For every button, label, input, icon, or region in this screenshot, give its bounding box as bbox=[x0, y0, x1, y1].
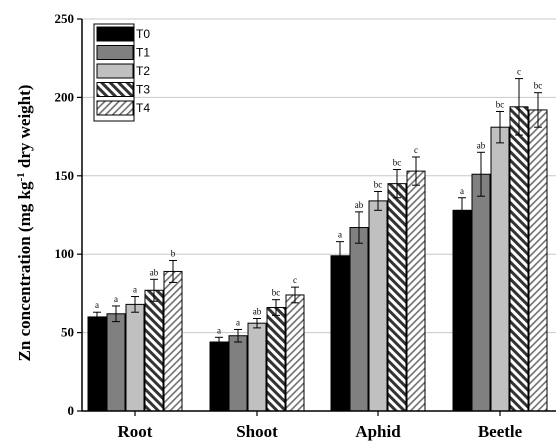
y-tick-label: 100 bbox=[55, 246, 75, 261]
y-tick-label: 0 bbox=[68, 403, 75, 418]
y-tick-label: 200 bbox=[55, 89, 75, 104]
legend-label-t4: T4 bbox=[136, 101, 150, 115]
legend-label-t0: T0 bbox=[136, 27, 150, 41]
x-category-label-aphid: Aphid bbox=[355, 422, 401, 441]
legend-label-t1: T1 bbox=[136, 46, 150, 60]
x-category-label-beetle: Beetle bbox=[478, 422, 523, 441]
bar-root-t0 bbox=[87, 316, 107, 412]
bar-shoot-t1 bbox=[228, 335, 248, 412]
significance-label: a bbox=[95, 300, 99, 310]
significance-label: c bbox=[414, 145, 418, 155]
legend-swatch-t2 bbox=[96, 63, 134, 79]
significance-label: a bbox=[217, 325, 221, 335]
significance-label: a bbox=[460, 186, 464, 196]
bar-shoot-t0 bbox=[209, 341, 229, 412]
bar-shoot-t3 bbox=[266, 307, 286, 412]
legend-label-t3: T3 bbox=[136, 83, 150, 97]
bar-beetle-t0 bbox=[452, 209, 472, 412]
bar-root-t1 bbox=[106, 313, 126, 412]
significance-label: a bbox=[133, 285, 137, 295]
significance-label: bc bbox=[374, 179, 383, 189]
significance-label: c bbox=[517, 67, 521, 77]
significance-label: a bbox=[236, 317, 240, 327]
significance-label: ab bbox=[150, 267, 159, 277]
bar-root-t4 bbox=[163, 270, 183, 412]
bar-beetle-t2 bbox=[490, 126, 510, 412]
bar-aphid-t2 bbox=[368, 200, 388, 412]
y-tick-label: 250 bbox=[55, 11, 75, 26]
legend: T0 T1 T2 T3 T4 bbox=[93, 23, 150, 122]
y-tick-label: 50 bbox=[61, 325, 74, 340]
x-category-label-shoot: Shoot bbox=[236, 422, 278, 441]
axes: 0 50 100 150 200 250 Root Shoot Aphid Beetle bbox=[55, 11, 556, 441]
bar-beetle-t4 bbox=[528, 109, 548, 412]
significance-label: bc bbox=[534, 81, 543, 91]
legend-swatch-t0 bbox=[96, 26, 134, 42]
legend-swatch-t4 bbox=[96, 100, 134, 116]
bar-root-t3 bbox=[144, 289, 164, 412]
bar-shoot-t4 bbox=[285, 294, 305, 412]
y-axis-label: Zn concentration (mg kg-1 dry weight) bbox=[15, 85, 34, 362]
significance-label: ab bbox=[477, 140, 486, 150]
bar-shoot-t2 bbox=[247, 322, 267, 412]
legend-swatch-t3 bbox=[96, 82, 134, 97]
significance-label: c bbox=[293, 275, 297, 285]
significance-label: bc bbox=[272, 288, 281, 298]
bar-aphid-t1 bbox=[349, 227, 369, 412]
bar-aphid-t0 bbox=[330, 255, 350, 412]
legend-swatch-t1 bbox=[96, 45, 134, 60]
bar-aphid-t4 bbox=[406, 170, 426, 412]
significance-label: ab bbox=[355, 200, 364, 210]
significance-label: bc bbox=[496, 100, 505, 110]
significance-label: a bbox=[114, 294, 118, 304]
significance-label: ab bbox=[253, 306, 262, 316]
significance-label: a bbox=[338, 230, 342, 240]
bar-aphid-t3 bbox=[387, 183, 407, 412]
x-category-label-root: Root bbox=[118, 422, 153, 441]
bar-root-t2 bbox=[125, 303, 145, 412]
bar-beetle-t3 bbox=[509, 106, 529, 412]
bar-beetle-t1 bbox=[471, 173, 491, 412]
significance-label: bc bbox=[393, 158, 402, 168]
y-tick-label: 150 bbox=[55, 168, 75, 183]
significance-label: b bbox=[171, 248, 176, 258]
legend-label-t2: T2 bbox=[136, 64, 150, 78]
